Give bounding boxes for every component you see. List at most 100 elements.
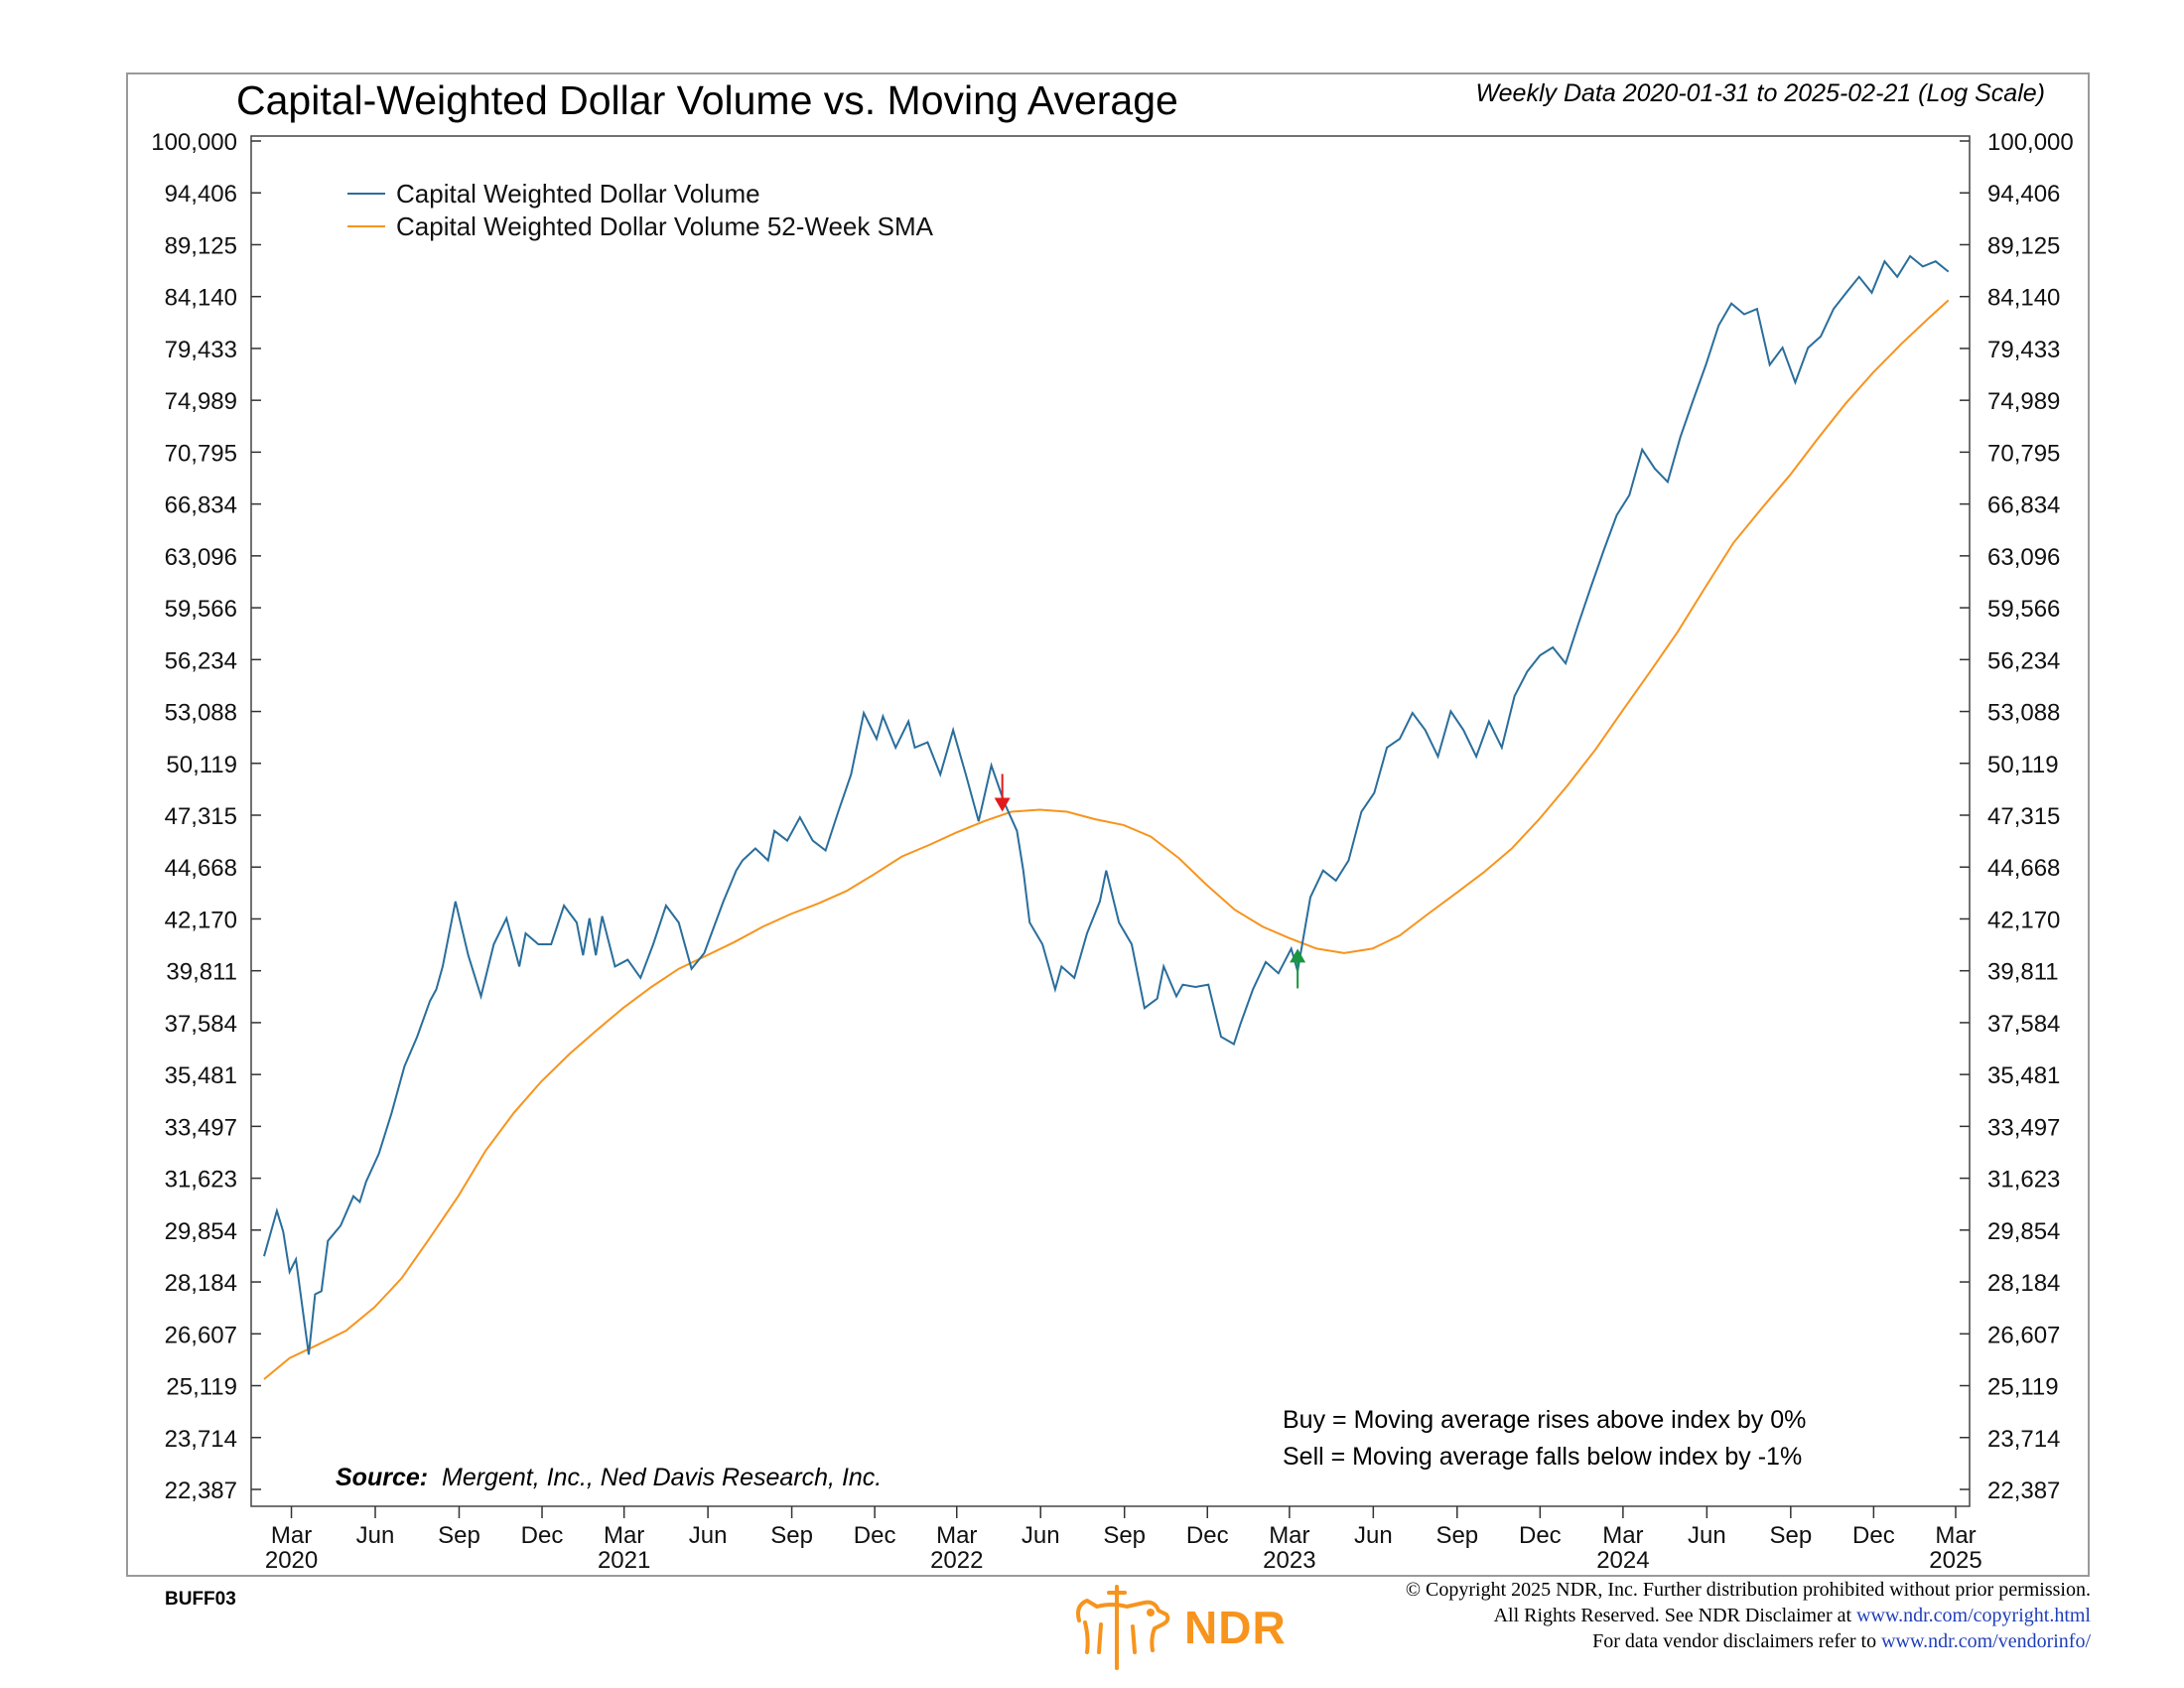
chart-subtitle: Weekly Data 2020-01-31 to 2025-02-21 (Lo… bbox=[1475, 79, 2046, 107]
x-tick-label: Jun bbox=[1688, 1522, 1726, 1549]
x-tick-label: Jun bbox=[689, 1522, 728, 1549]
buy-rule-text: Buy = Moving average rises above index b… bbox=[1283, 1406, 1807, 1434]
y-tick-label-left: 53,088 bbox=[165, 700, 237, 727]
y-tick-label-left: 59,566 bbox=[165, 596, 237, 623]
x-tick-label: Jun bbox=[356, 1522, 395, 1549]
x-tick-label: Dec bbox=[1186, 1522, 1229, 1549]
y-axis-right: 100,000 94,406 89,125 84,140 79,433 74,989 70,… bbox=[1960, 129, 2074, 1504]
x-tick-label: Mar bbox=[1935, 1522, 1976, 1549]
sma-series-line bbox=[263, 299, 1950, 1380]
source-note: Source: Mergent, Inc., Ned Davis Researc… bbox=[336, 1464, 882, 1492]
vendorinfo-link[interactable]: www.ndr.com/vendorinfo/ bbox=[1881, 1630, 2091, 1652]
ndr-logo-text: NDR bbox=[1184, 1602, 1287, 1653]
y-tick-label-left: 47,315 bbox=[165, 803, 237, 830]
y-tick-label-left: 70,795 bbox=[165, 440, 237, 467]
x-tick-label: Sep bbox=[770, 1522, 813, 1549]
x-tick-label: Dec bbox=[854, 1522, 896, 1549]
copyright-line-3: For data vendor disclaimers refer to www… bbox=[1406, 1628, 2091, 1654]
y-tick-label-left: 56,234 bbox=[165, 647, 237, 674]
y-tick-label-right: 22,387 bbox=[1987, 1477, 2060, 1504]
y-tick-label-right: 53,088 bbox=[1987, 700, 2060, 727]
x-tick-label: Sep bbox=[1103, 1522, 1146, 1549]
y-tick-label-right: 79,433 bbox=[1987, 337, 2060, 363]
y-tick-label-left: 23,714 bbox=[165, 1426, 237, 1453]
y-tick-label-left: 94,406 bbox=[165, 181, 237, 208]
y-tick-label-right: 56,234 bbox=[1987, 647, 2060, 674]
y-tick-label-left: 39,811 bbox=[166, 959, 237, 986]
x-tick-label: Dec bbox=[1852, 1522, 1895, 1549]
legend: Capital Weighted Dollar Volume Capital W… bbox=[347, 179, 934, 241]
y-tick-label-right: 28,184 bbox=[1987, 1270, 2060, 1297]
signal-markers bbox=[994, 774, 1306, 989]
y-tick-label-right: 50,119 bbox=[1987, 752, 2059, 778]
y-tick-label-right: 33,497 bbox=[1987, 1114, 2060, 1141]
x-year-label: 2023 bbox=[1263, 1547, 1315, 1574]
y-tick-label-left: 33,497 bbox=[165, 1114, 237, 1141]
legend-label-sma: Capital Weighted Dollar Volume 52-Week S… bbox=[396, 211, 934, 241]
y-tick-label-left: 84,140 bbox=[165, 285, 237, 312]
y-tick-label-right: 29,854 bbox=[1987, 1218, 2060, 1245]
y-tick-label-right: 42,170 bbox=[1987, 907, 2060, 933]
y-tick-label-left: 28,184 bbox=[165, 1270, 237, 1297]
x-year-label: 2020 bbox=[265, 1547, 318, 1574]
chart-code: BUFF03 bbox=[165, 1589, 236, 1610]
y-tick-label-left: 35,481 bbox=[165, 1062, 237, 1089]
chart-title: Capital-Weighted Dollar Volume vs. Movin… bbox=[236, 77, 1178, 123]
bull-logo-icon bbox=[1076, 1585, 1170, 1670]
x-tick-label: Mar bbox=[1602, 1522, 1643, 1549]
y-tick-label-right: 94,406 bbox=[1987, 181, 2060, 208]
x-tick-label: Sep bbox=[1769, 1522, 1812, 1549]
copyright-link[interactable]: www.ndr.com/copyright.html bbox=[1856, 1605, 2091, 1626]
copyright-line-2-text: All Rights Reserved. See NDR Disclaimer … bbox=[1493, 1605, 1857, 1626]
y-tick-label-left: 74,989 bbox=[165, 388, 237, 415]
y-tick-label-right: 25,119 bbox=[1987, 1374, 2059, 1401]
x-tick-label: Mar bbox=[936, 1522, 977, 1549]
x-tick-label: Mar bbox=[604, 1522, 644, 1549]
volume-series-line bbox=[263, 254, 1950, 1355]
y-tick-label-right: 37,584 bbox=[1987, 1011, 2060, 1038]
copyright-line-3-text: For data vendor disclaimers refer to bbox=[1592, 1630, 1882, 1652]
y-tick-label-left: 26,607 bbox=[165, 1322, 237, 1348]
y-tick-label-right: 44,668 bbox=[1987, 855, 2060, 882]
chart-frame bbox=[126, 72, 2090, 1577]
plot-area bbox=[250, 135, 1971, 1507]
source-label: Source: bbox=[336, 1464, 429, 1491]
buy-arrow-head bbox=[1290, 948, 1306, 963]
y-tick-label-left: 100,000 bbox=[151, 129, 237, 156]
y-tick-label-left: 37,584 bbox=[165, 1011, 237, 1038]
x-year-label: 2024 bbox=[1596, 1547, 1649, 1574]
x-tick-label: Sep bbox=[438, 1522, 480, 1549]
copyright-line-1: © Copyright 2025 NDR, Inc. Further distr… bbox=[1405, 1579, 2091, 1601]
y-tick-label-left: 22,387 bbox=[165, 1477, 237, 1504]
x-year-label: 2025 bbox=[1929, 1547, 1981, 1574]
signal-notes: Buy = Moving average rises above index b… bbox=[1283, 1402, 1806, 1476]
y-tick-label-right: 66,834 bbox=[1987, 492, 2060, 519]
x-tick-label: Jun bbox=[1354, 1522, 1393, 1549]
y-tick-label-right: 31,623 bbox=[1987, 1167, 2060, 1194]
y-tick-label-right: 89,125 bbox=[1987, 232, 2060, 259]
y-tick-label-left: 42,170 bbox=[165, 907, 237, 933]
copyright-block: © Copyright 2025 NDR, Inc. Further distr… bbox=[1406, 1577, 2091, 1654]
sell-arrow-head bbox=[994, 797, 1011, 812]
x-tick-label: Mar bbox=[271, 1522, 312, 1549]
x-tick-label: Mar bbox=[1269, 1522, 1309, 1549]
y-tick-label-right: 100,000 bbox=[1987, 129, 2074, 156]
y-tick-label-right: 39,811 bbox=[1987, 959, 2059, 986]
copyright-line-2: All Rights Reserved. See NDR Disclaimer … bbox=[1406, 1603, 2091, 1628]
y-tick-label-left: 31,623 bbox=[165, 1167, 237, 1194]
y-tick-label-right: 84,140 bbox=[1987, 285, 2060, 312]
y-tick-label-right: 63,096 bbox=[1987, 544, 2060, 571]
y-tick-label-right: 74,989 bbox=[1987, 388, 2060, 415]
y-tick-label-left: 89,125 bbox=[165, 232, 237, 259]
y-tick-label-left: 29,854 bbox=[165, 1218, 237, 1245]
y-tick-label-left: 25,119 bbox=[166, 1374, 237, 1401]
y-tick-label-right: 26,607 bbox=[1987, 1322, 2060, 1348]
y-tick-label-right: 70,795 bbox=[1987, 440, 2060, 467]
y-tick-label-right: 59,566 bbox=[1987, 596, 2060, 623]
y-tick-label-right: 47,315 bbox=[1987, 803, 2060, 830]
y-axis-left: 100,000 94,406 89,125 84,140 79,433 74,989 70,… bbox=[151, 129, 261, 1504]
x-axis: Mar Jun Sep Dec Mar Jun Sep Dec Mar Jun Sep Dec Mar J… bbox=[265, 1506, 1982, 1574]
y-tick-label-left: 79,433 bbox=[165, 337, 237, 363]
y-tick-label-left: 66,834 bbox=[165, 492, 237, 519]
